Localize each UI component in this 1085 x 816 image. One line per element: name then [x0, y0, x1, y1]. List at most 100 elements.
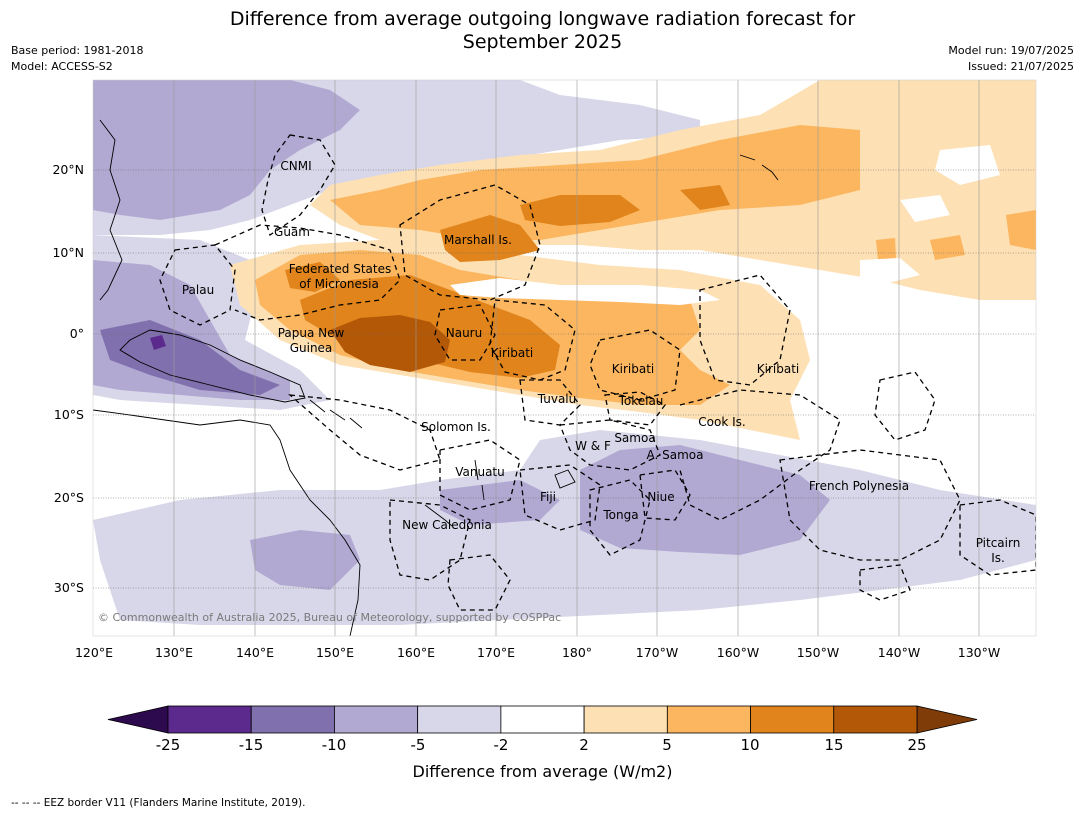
- eez-cnmi-guam: [261, 134, 336, 237]
- label-tuvalu: Tuvalu: [537, 392, 577, 406]
- x-axis-ticks: 120°E 130°E 140°E 150°E 160°E 170°E 180°…: [75, 645, 1000, 660]
- colorbar-segment: [500, 705, 585, 734]
- model-text: Model: ACCESS-S2: [11, 60, 113, 73]
- light-purple-bits: [392, 85, 610, 138]
- label-nauru: Nauru: [446, 326, 482, 340]
- eez-cook: [679, 389, 841, 521]
- y-axis-ticks: 20°N 10°N 0° 10°S 20°S 30°S: [52, 162, 84, 595]
- label-tonga: Tonga: [602, 508, 638, 522]
- y-tick: 20°S: [54, 490, 84, 505]
- mid-purple-south-east: [580, 445, 830, 555]
- eez-french-polynesia: [779, 449, 961, 561]
- label-kiribati-c: Kiribati: [612, 362, 654, 376]
- colorbar-segment: [334, 705, 419, 734]
- x-tick: 160°E: [397, 645, 435, 660]
- new-guinea-coast: [119, 329, 306, 403]
- chart-title: Difference from average outgoing longwav…: [0, 8, 1085, 54]
- colorbar-segments: [167, 705, 918, 734]
- label-tokelau: Tokelau: [618, 394, 664, 408]
- x-tick: 140°E: [236, 645, 274, 660]
- label-fsm-1: Federated States: [289, 262, 391, 276]
- label-wf: W & F: [575, 439, 611, 453]
- eez-kiribati-w: [489, 299, 576, 381]
- colorbar-tick: 25: [907, 736, 927, 754]
- eez-marshall: [399, 184, 541, 301]
- eez-tokelau: [604, 391, 666, 426]
- band-minus15: [100, 320, 280, 395]
- label-vanuatu: Vanuatu: [455, 465, 505, 479]
- latitude-lines: [93, 169, 1036, 589]
- darkest-orange-core: [330, 315, 450, 372]
- title-line-1: Difference from average outgoing longwav…: [229, 8, 856, 30]
- colorbar-tick: -25: [155, 736, 181, 754]
- eez-misc: [447, 371, 936, 611]
- eez-solomon: [288, 394, 441, 471]
- new-caledonia-island: [424, 504, 453, 527]
- y-tick: 30°S: [54, 580, 84, 595]
- neutral-east-2: [935, 145, 1000, 185]
- label-cook: Cook Is.: [698, 415, 745, 429]
- fiji-islands: [554, 469, 576, 489]
- eez-borders: [159, 134, 1036, 611]
- orange-east-bits: [876, 210, 1036, 260]
- label-solomon: Solomon Is.: [421, 420, 491, 434]
- x-tick: 180°: [562, 645, 592, 660]
- eez-new-caledonia: [389, 499, 471, 581]
- eez-kiribati-c: [589, 329, 681, 401]
- neutral-east-3: [900, 195, 950, 222]
- colorbar-tick: 15: [824, 736, 844, 754]
- mid-purple-north: [93, 80, 360, 220]
- colorbar-tick: -10: [321, 736, 347, 754]
- solomon-islands: [309, 399, 363, 429]
- eez-palau: [159, 244, 236, 326]
- label-kiribati-e: Kiribati: [757, 362, 799, 376]
- eez-wf-samoa: [559, 419, 661, 471]
- label-kiribati-w: Kiribati: [491, 346, 533, 360]
- neutral-east-1: [860, 258, 920, 285]
- coastlines: [93, 119, 779, 636]
- label-guam: Guam: [274, 225, 310, 239]
- band-plus15: [330, 315, 450, 372]
- eez-tonga: [589, 479, 651, 556]
- label-cnmi: CNMI: [280, 159, 311, 173]
- label-samoa: Samoa: [614, 431, 655, 445]
- meta-right: Model run: 19/07/2025 Issued: 21/07/2025: [948, 43, 1074, 75]
- label-palau: Palau: [182, 283, 214, 297]
- x-tick: 150°E: [316, 645, 354, 660]
- label-new-caledonia: New Caledonia: [402, 518, 492, 532]
- x-tick: 130°E: [155, 645, 193, 660]
- colorbar-segment: [167, 705, 252, 734]
- label-fiji: Fiji: [540, 490, 556, 504]
- colorbar-tick: 10: [740, 736, 760, 754]
- x-tick: 130°W: [958, 645, 1000, 660]
- label-pitcairn-2: Is.: [991, 551, 1005, 565]
- y-tick: 20°N: [52, 162, 84, 177]
- issued-text: Issued: 21/07/2025: [967, 60, 1074, 73]
- eez-fsm: [214, 224, 401, 321]
- place-labels: CNMI Guam Marshall Is. Palau Federated S…: [182, 159, 1020, 565]
- label-marshall: Marshall Is.: [444, 233, 512, 247]
- colorbar-tick: 5: [662, 736, 672, 754]
- y-tick: 10°S: [54, 407, 84, 422]
- x-tick: 160°W: [717, 645, 759, 660]
- dark-orange-ne: [520, 185, 730, 226]
- dark-orange-north: [440, 215, 540, 262]
- band-minus25: [150, 335, 166, 350]
- map-area: CNMI Guam Marshall Is. Palau Federated S…: [93, 80, 1036, 636]
- label-asamoa: A. Samoa: [647, 448, 704, 462]
- eez-pitcairn: [959, 499, 1036, 576]
- label-png-2: Guinea: [290, 341, 333, 355]
- orange-north: [330, 125, 860, 240]
- grid-lines: [173, 80, 980, 636]
- y-tick: 0°: [70, 326, 84, 341]
- eez-footnote: -- -- -- EEZ border V11 (Flanders Marine…: [11, 797, 306, 809]
- title-line-2: September 2025: [462, 31, 623, 53]
- base-period-text: Base period: 1981-2018: [11, 44, 144, 57]
- map-frame: [92, 79, 1037, 637]
- colorbar-tick: 2: [579, 736, 589, 754]
- meta-left: Base period: 1981-2018 Model: ACCESS-S2: [11, 43, 143, 75]
- colorbar-label: Difference from average (W/m2): [412, 762, 673, 781]
- philippines-coast: [99, 119, 123, 301]
- dark-orange-fsm: [285, 262, 340, 292]
